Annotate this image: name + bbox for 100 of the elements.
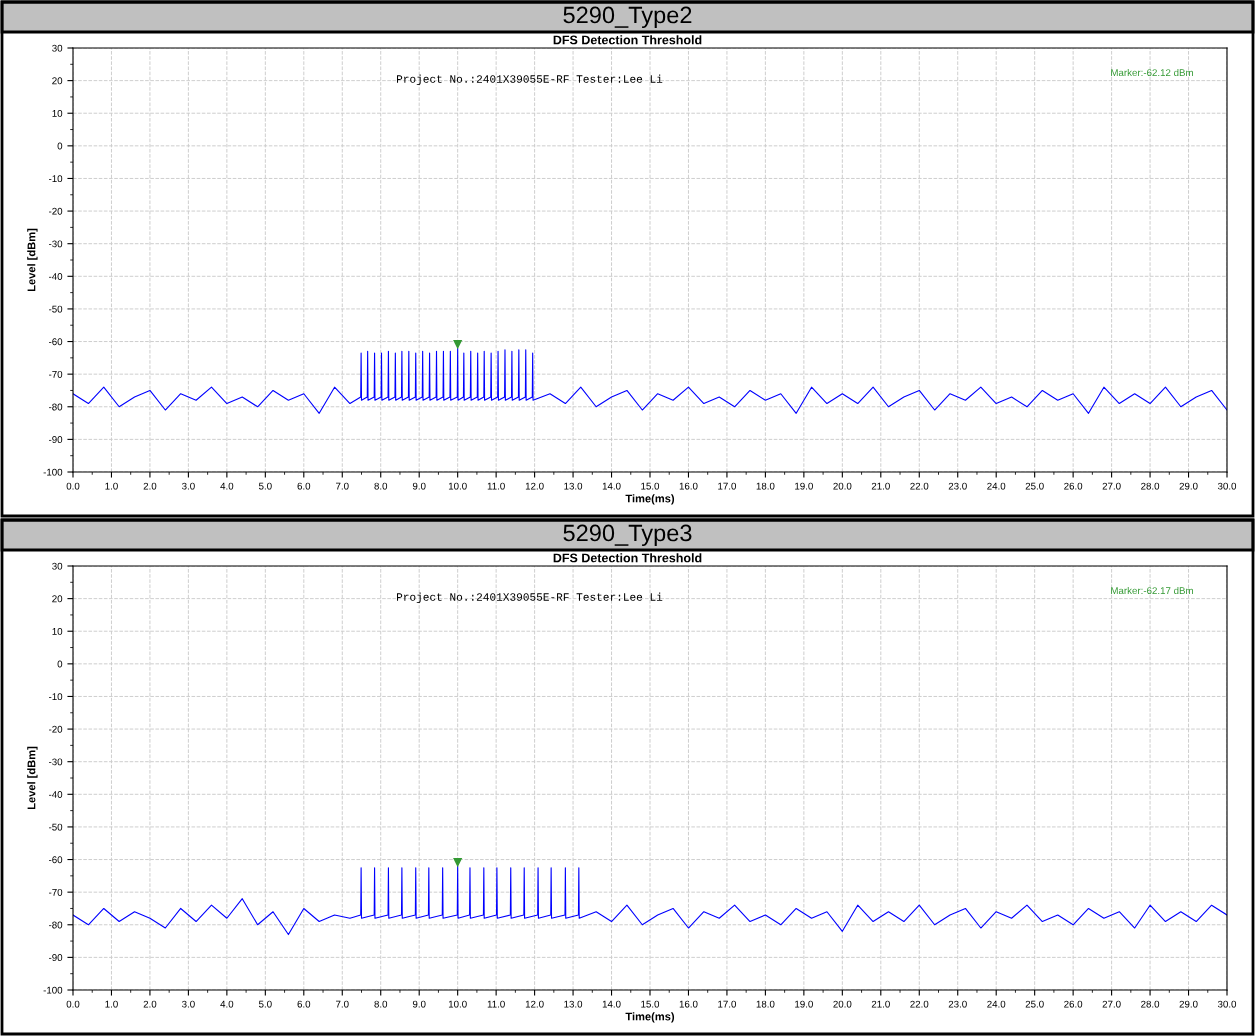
x-tick-label: 22.0 [910, 1000, 929, 1008]
x-tick-label: 3.0 [182, 1000, 195, 1008]
x-tick-label: 25.0 [1025, 1000, 1044, 1008]
y-tick-label: -20 [48, 207, 63, 215]
x-tick-label: 2.0 [143, 1000, 157, 1008]
y-tick-label: -50 [48, 305, 63, 313]
x-tick-label: 28.0 [1141, 1000, 1160, 1008]
x-tick-label: 14.0 [602, 482, 621, 490]
x-tick-label: 15.0 [641, 482, 660, 490]
annotation: Marker:-62.17 dBm [1111, 586, 1193, 595]
x-tick-label: 3.0 [182, 482, 195, 490]
annotation: Project No.:2401X39055E-RF Tester:Lee Li [397, 592, 663, 603]
y-tick-label: -20 [48, 725, 63, 733]
x-tick-label: 17.0 [718, 1000, 737, 1008]
y-tick-label: 0 [57, 142, 63, 150]
y-tick-label: -10 [48, 693, 63, 701]
x-tick-label: 0.0 [66, 482, 80, 490]
x-tick-label: 21.0 [871, 1000, 890, 1008]
x-tick-label: 29.0 [1179, 1000, 1198, 1008]
x-tick-label: 27.0 [1102, 1000, 1121, 1008]
x-tick-label: 16.0 [679, 482, 698, 490]
x-tick-label: 20.0 [833, 482, 852, 490]
x-tick-label: 20.0 [833, 1000, 852, 1008]
chart-subtitle: DFS Detection Threshold [553, 553, 702, 563]
y-tick-label: -50 [48, 823, 63, 831]
x-tick-label: 28.0 [1141, 482, 1160, 490]
y-tick-label: -80 [48, 403, 63, 411]
x-axis-title: Time(ms) [625, 494, 675, 505]
y-tick-label: 20 [52, 77, 63, 85]
x-tick-label: 24.0 [987, 1000, 1006, 1008]
x-tick-label: 11.0 [487, 1000, 505, 1008]
x-tick-label: 30.0 [1217, 482, 1237, 490]
y-tick-label: 10 [52, 627, 63, 635]
y-tick-label: -10 [48, 175, 63, 183]
y-tick-label: -100 [43, 986, 63, 994]
y-tick-label: 10 [52, 109, 63, 117]
x-tick-label: 6.0 [297, 482, 311, 490]
x-tick-label: 8.0 [374, 482, 388, 490]
x-tick-label: 10.0 [448, 482, 467, 490]
x-tick-label: 30.0 [1217, 1000, 1237, 1008]
x-tick-label: 16.0 [679, 1000, 698, 1008]
y-tick-label: -80 [48, 921, 63, 929]
x-tick-label: 6.0 [297, 1000, 311, 1008]
annotation: Project No.:2401X39055E-RF Tester:Lee Li [397, 74, 663, 85]
x-tick-label: 17.0 [718, 482, 737, 490]
chart-title: 5290_Type2 [563, 6, 692, 28]
x-tick-label: 0.0 [66, 1000, 80, 1008]
y-tick-label: -90 [48, 436, 63, 443]
x-tick-label: 13.0 [564, 482, 583, 490]
x-tick-label: 22.0 [910, 482, 929, 490]
x-tick-label: 23.0 [948, 482, 967, 490]
x-tick-label: 29.0 [1179, 482, 1198, 490]
x-tick-label: 25.0 [1025, 482, 1044, 490]
y-tick-label: -70 [48, 370, 63, 378]
x-tick-label: 24.0 [987, 482, 1006, 490]
x-tick-label: 5.0 [258, 482, 272, 490]
x-tick-label: 26.0 [1064, 1000, 1083, 1008]
y-tick-label: 30 [52, 562, 63, 570]
x-tick-label: 1.0 [105, 482, 118, 490]
x-tick-label: 9.0 [412, 1000, 426, 1008]
y-tick-label: 20 [52, 595, 63, 603]
x-tick-label: 14.0 [602, 1000, 621, 1008]
y-tick-label: -40 [48, 273, 63, 280]
y-tick-label: -100 [43, 468, 63, 476]
x-tick-label: 13.0 [564, 1000, 583, 1008]
y-tick-label: -70 [48, 888, 63, 896]
x-tick-label: 27.0 [1102, 482, 1121, 490]
y-axis-title: Level [dBm] [27, 746, 38, 810]
y-tick-label: 30 [52, 44, 63, 52]
x-tick-label: 15.0 [641, 1000, 660, 1008]
y-tick-label: -30 [48, 758, 63, 766]
annotation: Marker:-62.12 dBm [1111, 68, 1193, 77]
x-tick-label: 19.0 [795, 1000, 813, 1008]
x-tick-label: 9.0 [412, 482, 426, 490]
y-tick-label: 0 [57, 660, 63, 668]
x-tick-label: 23.0 [948, 1000, 967, 1008]
x-tick-label: 8.0 [374, 1000, 388, 1008]
y-axis-title: Level [dBm] [27, 228, 38, 292]
y-tick-label: -60 [48, 856, 63, 864]
y-tick-label: -60 [48, 338, 63, 346]
x-tick-label: 2.0 [143, 482, 157, 490]
x-tick-label: 11.0 [487, 482, 505, 490]
chart-subtitle: DFS Detection Threshold [553, 35, 702, 45]
chart-title: 5290_Type3 [563, 524, 692, 547]
x-tick-label: 1.0 [105, 1000, 118, 1008]
x-tick-label: 21.0 [871, 482, 890, 490]
x-tick-label: 18.0 [756, 1000, 775, 1008]
x-tick-label: 19.0 [795, 482, 813, 490]
x-tick-label: 4.0 [220, 482, 234, 490]
x-tick-label: 12.0 [525, 482, 544, 490]
x-tick-label: 4.0 [220, 1000, 234, 1008]
x-tick-label: 18.0 [756, 482, 775, 490]
x-tick-label: 26.0 [1064, 482, 1083, 490]
x-axis-title: Time(ms) [625, 1012, 675, 1023]
x-tick-label: 5.0 [258, 1000, 272, 1008]
x-tick-label: 7.0 [336, 482, 349, 490]
x-tick-label: 12.0 [525, 1000, 544, 1008]
x-tick-label: 7.0 [336, 1000, 349, 1008]
x-tick-label: 10.0 [448, 1000, 467, 1008]
y-tick-label: -40 [48, 791, 63, 798]
